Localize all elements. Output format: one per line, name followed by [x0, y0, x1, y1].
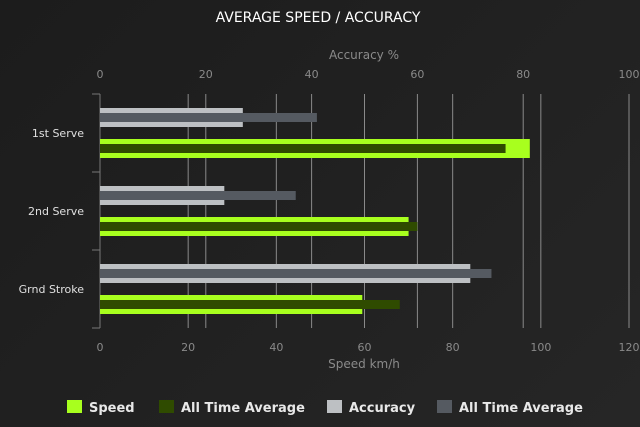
legend-swatch — [67, 400, 82, 413]
bottom-tick-label: 60 — [358, 341, 372, 354]
bottom-tick-label: 100 — [530, 341, 551, 354]
top-tick-label: 80 — [516, 68, 530, 81]
legend-swatch — [159, 400, 174, 413]
bottom-tick-label: 120 — [619, 341, 640, 354]
top-tick-label: 0 — [97, 68, 104, 81]
bar-all-time-average — [100, 113, 317, 122]
legend-swatch — [437, 400, 452, 413]
top-tick-label: 100 — [619, 68, 640, 81]
top-tick-label: 40 — [305, 68, 319, 81]
legend-label: All Time Average — [181, 401, 305, 416]
bar-all-time-average — [100, 191, 296, 200]
bottom-tick-label: 20 — [181, 341, 195, 354]
bar-all-time-average — [100, 222, 418, 231]
chart-title: AVERAGE SPEED / ACCURACY — [216, 10, 421, 26]
category-label: 1st Serve — [32, 127, 84, 140]
top-axis-label: Accuracy % — [329, 48, 399, 62]
legend-label: Accuracy — [349, 401, 416, 416]
bar-all-time-average — [100, 269, 492, 278]
bottom-tick-label: 80 — [446, 341, 460, 354]
bar-all-time-average — [100, 300, 400, 309]
legend-swatch — [327, 400, 342, 413]
bar-all-time-average — [100, 144, 506, 153]
top-tick-label: 60 — [410, 68, 424, 81]
category-label: Grnd Stroke — [19, 283, 85, 296]
bottom-axis-label: Speed km/h — [328, 357, 400, 371]
legend-label: Speed — [89, 401, 135, 416]
category-label: 2nd Serve — [28, 205, 84, 218]
bottom-tick-label: 40 — [269, 341, 283, 354]
legend-label: All Time Average — [459, 401, 583, 416]
top-tick-label: 20 — [199, 68, 213, 81]
bottom-tick-label: 0 — [97, 341, 104, 354]
